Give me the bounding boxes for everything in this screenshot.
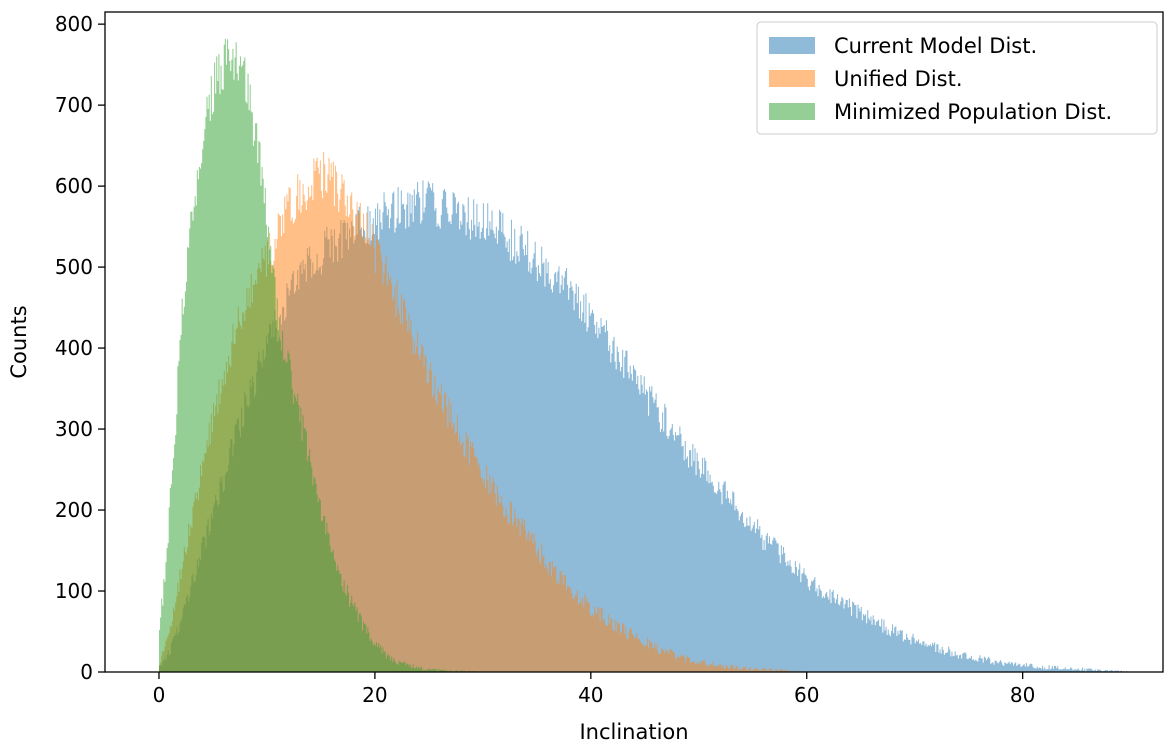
y-tick-label: 800	[55, 12, 93, 36]
y-tick-label: 100	[55, 579, 93, 603]
y-tick-label: 500	[55, 255, 93, 279]
x-axis: 0 20 40 60 80	[153, 672, 1035, 707]
y-axis-label: Counts	[7, 305, 31, 378]
y-tick-label: 700	[55, 93, 93, 117]
x-tick-label: 80	[1010, 683, 1035, 707]
y-tick-label: 300	[55, 417, 93, 441]
plot-frame	[104, 11, 1164, 673]
histogram-bars	[158, 38, 1131, 672]
legend-box	[756, 21, 1158, 135]
x-axis-label: Inclination	[579, 720, 688, 744]
x-tick-label: 60	[794, 683, 819, 707]
legend-label-current-model: Current Model Dist.	[834, 34, 1037, 58]
histogram-series	[158, 38, 483, 672]
y-tick-label: 200	[55, 498, 93, 522]
legend-swatch-current-model	[769, 37, 815, 54]
legend-label-minimized-population: Minimized Population Dist.	[834, 100, 1112, 124]
x-tick-label: 0	[153, 683, 166, 707]
y-tick-label: 400	[55, 336, 93, 360]
y-axis: 0 100 200 300 400 500 600 700 800	[55, 12, 105, 684]
x-tick-label: 40	[578, 683, 603, 707]
legend-swatch-minimized-population	[769, 103, 815, 120]
legend-swatch-unified	[769, 70, 815, 87]
legend-label-unified: Unified Dist.	[834, 67, 963, 91]
legend: Current Model Dist. Unified Dist. Minimi…	[756, 21, 1158, 135]
y-tick-label: 600	[55, 174, 93, 198]
y-tick-label: 0	[80, 660, 93, 684]
histogram-bins	[158, 38, 483, 672]
x-tick-label: 20	[362, 683, 387, 707]
